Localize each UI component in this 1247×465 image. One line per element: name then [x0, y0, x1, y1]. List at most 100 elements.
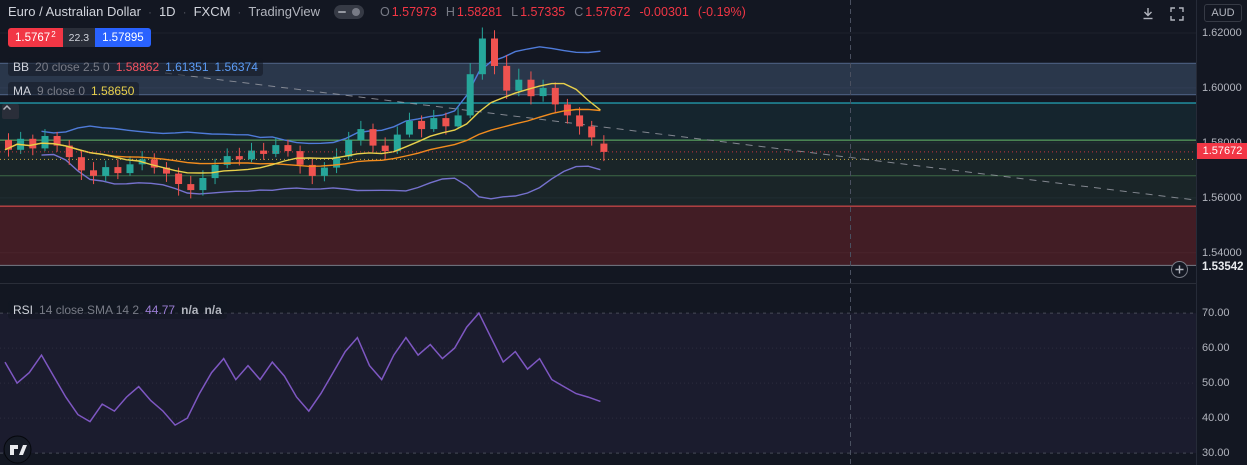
price-axis[interactable]: AUD 1.620001.600001.580001.560001.540001… [1196, 0, 1247, 465]
ma-name: MA [13, 84, 31, 98]
trendline[interactable] [164, 72, 1196, 201]
close-value: 1.57672 [585, 4, 631, 19]
symbol-title[interactable]: Euro / Australian Dollar · 1D · FXCM · T… [8, 4, 320, 19]
sell-price-sup: 2 [51, 30, 56, 39]
candle-body [466, 74, 474, 116]
candle-body [600, 143, 608, 152]
candle-body [102, 167, 110, 176]
interval-label[interactable]: 1D [158, 4, 176, 19]
title-separator: · [237, 4, 242, 19]
candle-body [551, 87, 559, 105]
candle-body [357, 129, 365, 141]
bb-upper-band [41, 46, 601, 145]
change-value: -0.00301 [639, 4, 689, 19]
close-label: C [574, 4, 584, 19]
price-zone [0, 140, 1196, 206]
download-icon[interactable] [1138, 4, 1158, 24]
candle-body [114, 167, 122, 174]
candle-body [187, 184, 195, 191]
tradingview-logo[interactable] [3, 435, 32, 464]
minus-icon [337, 10, 346, 13]
add-order-plus-icon[interactable] [1170, 260, 1189, 279]
sell-price-button[interactable]: 1.5767 2 [8, 28, 63, 47]
chevron-up-icon [2, 104, 12, 111]
candle-body [442, 118, 450, 127]
chart-header: Euro / Australian Dollar · 1D · FXCM · T… [8, 4, 746, 19]
ohlc-open: O 1.57973 [380, 5, 437, 19]
symbol-name[interactable]: Euro / Australian Dollar [8, 4, 141, 19]
visibility-toggle[interactable] [333, 4, 364, 19]
high-value: 1.58281 [456, 4, 503, 19]
rsi-axis-tick: 70.00 [1202, 307, 1230, 320]
ma-params: 9 close 0 [37, 84, 86, 98]
axis-tick: 1.54000 [1202, 246, 1242, 259]
candle-body [248, 150, 255, 160]
change-percent: (-0.19%) [697, 4, 746, 19]
candle-body [333, 156, 341, 168]
price-chart[interactable] [0, 0, 1196, 283]
candle-body [77, 157, 85, 171]
candle-body [126, 164, 134, 174]
axis-tick: 1.60000 [1202, 81, 1242, 94]
candle-body [381, 145, 389, 152]
bb-params: 20 close 2.5 0 [35, 60, 110, 74]
buy-price-button[interactable]: 1.57895 [95, 28, 151, 47]
candle-body [199, 178, 207, 191]
rsi-axis-tick: 30.00 [1202, 447, 1230, 460]
rsi-axis-tick: 60.00 [1202, 342, 1230, 355]
rsi-name: RSI [13, 303, 34, 317]
rsi-axis-tick: 40.00 [1202, 412, 1230, 425]
candle-body [320, 167, 328, 176]
ma-indicator-legend[interactable]: MA 9 close 0 1.58650 [8, 82, 140, 100]
ohlc-close: C 1.57672 [574, 5, 630, 19]
candle-body [223, 156, 231, 165]
rsi-chart[interactable] [0, 283, 1196, 465]
rsi-extra-2: n/a [204, 303, 222, 317]
rsi-indicator-legend[interactable]: RSI 14 close SMA 14 2 44.77 n/a n/a [8, 301, 227, 319]
title-separator: · [182, 4, 187, 19]
bottom-price-label: 1.53542 [1202, 261, 1244, 274]
bb-indicator-legend[interactable]: BB 20 close 2.5 0 1.58862 1.61351 1.5637… [8, 58, 263, 76]
title-separator: · [147, 4, 152, 19]
candle-body [175, 173, 183, 184]
rsi-pane[interactable]: RSI 14 close SMA 14 2 44.77 n/a n/a [0, 283, 1196, 465]
collapse-toolbar-button[interactable] [2, 104, 19, 119]
bb-upper-value: 1.61351 [165, 60, 209, 74]
candle-body [576, 115, 584, 127]
axis-tick: 1.56000 [1202, 191, 1242, 204]
candle-body [418, 120, 426, 130]
crosshair-vline [850, 0, 851, 465]
exchange-label[interactable]: FXCM [193, 4, 231, 19]
ohlc-low: L 1.57335 [511, 5, 565, 19]
low-value: 1.57335 [520, 4, 566, 19]
bb-lower-value: 1.56374 [214, 60, 258, 74]
fullscreen-icon[interactable] [1167, 4, 1187, 24]
candle-body [405, 120, 413, 135]
rsi-value: 44.77 [145, 303, 176, 317]
candle-body [284, 145, 292, 152]
high-label: H [445, 4, 455, 19]
price-pane[interactable]: Euro / Australian Dollar · 1D · FXCM · T… [0, 0, 1196, 283]
candle-body [345, 140, 353, 157]
bb-basis-value: 1.58862 [115, 60, 160, 74]
candle-body [369, 129, 377, 146]
currency-label[interactable]: AUD [1204, 4, 1242, 22]
rsi-axis-tick: 50.00 [1202, 377, 1230, 390]
candle-body [588, 126, 596, 138]
brand-label: TradingView [248, 4, 320, 19]
chart-action-icons [1138, 4, 1187, 24]
candle-body [65, 145, 73, 158]
rsi-extra-1: n/a [181, 303, 199, 317]
open-value: 1.57973 [391, 4, 437, 19]
candle-body [29, 138, 37, 149]
ohlc-high: H 1.58281 [446, 5, 502, 19]
low-label: L [511, 4, 519, 19]
candle-body [478, 38, 486, 75]
candle-body [260, 150, 268, 154]
ma-line [4, 82, 601, 174]
candle-body [308, 164, 316, 176]
rsi-params: 14 close SMA 14 2 [39, 303, 140, 317]
candle-body [211, 164, 219, 179]
pane-separator[interactable] [0, 283, 1247, 284]
